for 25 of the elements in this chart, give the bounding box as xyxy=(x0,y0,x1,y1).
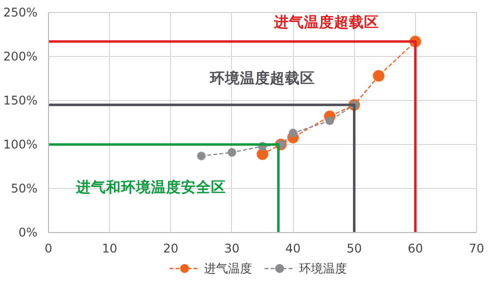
point xyxy=(288,128,298,138)
x-tick-label: 20 xyxy=(163,242,178,256)
point xyxy=(227,148,236,157)
x-tick-label: 10 xyxy=(102,242,118,256)
x-tick-label: 30 xyxy=(224,242,240,256)
x-tick-label: 70 xyxy=(468,242,484,256)
x-tick-label: 60 xyxy=(408,242,424,256)
annotation: 进气和环境温度安全区 xyxy=(75,178,226,196)
y-tick-label: 100% xyxy=(3,138,38,152)
x-tick-label: 0 xyxy=(44,242,52,256)
annotation: 环境温度超载区 xyxy=(209,69,315,87)
point xyxy=(372,70,385,82)
x-tick-label: 50 xyxy=(346,242,362,256)
point xyxy=(325,116,334,126)
legend-label: 环境温度 xyxy=(299,262,348,276)
point xyxy=(196,151,206,160)
y-tick-label: 50% xyxy=(10,182,38,196)
legend-label: 进气温度 xyxy=(204,262,252,276)
x-tick-label: 40 xyxy=(285,242,301,256)
annotation: 进气温度超载区 xyxy=(273,12,380,31)
y-tick-label: 200% xyxy=(3,50,38,64)
y-tick-label: 250% xyxy=(3,6,38,20)
y-tick-label: 150% xyxy=(3,94,38,108)
y-tick-label: 0% xyxy=(18,226,38,240)
point xyxy=(256,148,268,160)
